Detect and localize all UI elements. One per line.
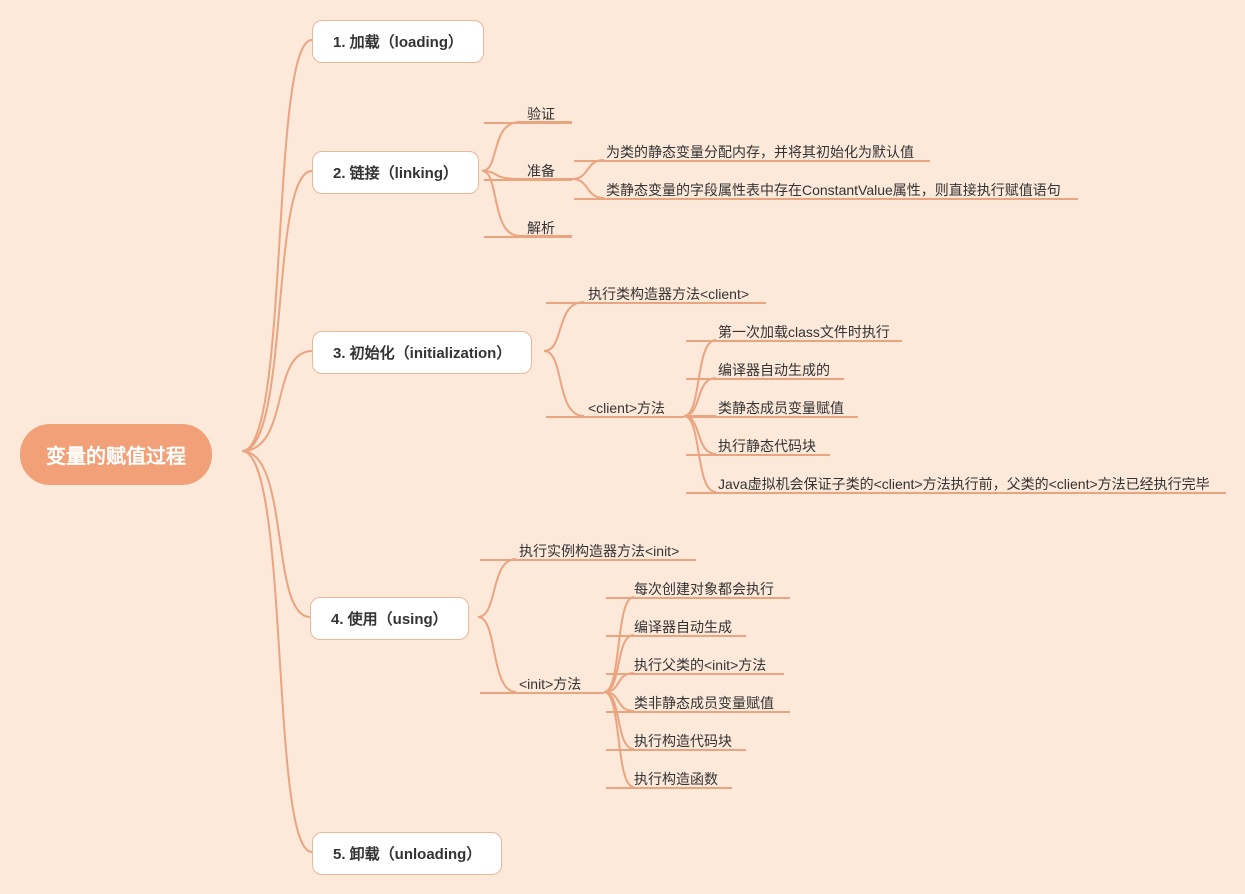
leaf-underline: [606, 749, 746, 751]
leaf-underline: [686, 416, 858, 418]
leaf-node[interactable]: 类静态成员变量赋值: [718, 398, 844, 422]
leaf-underline: [546, 302, 766, 304]
leaf-node[interactable]: 执行实例构造器方法<init>: [519, 541, 679, 565]
leaf-underline: [480, 692, 604, 694]
leaf-underline: [484, 179, 572, 181]
leaf-node[interactable]: 每次创建对象都会执行: [634, 579, 774, 603]
leaf-underline: [606, 711, 790, 713]
leaf-node[interactable]: 执行类构造器方法<client>: [588, 284, 749, 308]
branch-node[interactable]: 4. 使用（using）: [310, 597, 469, 640]
branch-node[interactable]: 1. 加载（loading）: [312, 20, 484, 63]
leaf-node[interactable]: 编译器自动生成: [634, 617, 732, 641]
leaf-node[interactable]: 第一次加载class文件时执行: [718, 322, 890, 346]
leaf-node[interactable]: Java虚拟机会保证子类的<client>方法执行前，父类的<client>方法…: [718, 474, 1210, 498]
leaf-underline: [686, 378, 844, 380]
leaf-underline: [574, 198, 1078, 200]
branch-node[interactable]: 3. 初始化（initialization）: [312, 331, 532, 374]
leaf-underline: [606, 635, 746, 637]
leaf-node[interactable]: 执行静态代码块: [718, 436, 816, 460]
leaf-underline: [484, 122, 572, 124]
leaf-underline: [686, 340, 902, 342]
leaf-node[interactable]: 为类的静态变量分配内存，并将其初始化为默认值: [606, 142, 914, 166]
leaf-underline: [480, 559, 696, 561]
leaf-underline: [606, 597, 790, 599]
leaf-node[interactable]: 编译器自动生成的: [718, 360, 830, 384]
leaf-underline: [686, 454, 830, 456]
leaf-node[interactable]: 类静态变量的字段属性表中存在ConstantValue属性，则直接执行赋值语句: [606, 180, 1061, 204]
leaf-underline: [606, 673, 784, 675]
leaf-node[interactable]: <init>方法: [519, 674, 581, 698]
leaf-underline: [546, 416, 684, 418]
branch-node[interactable]: 5. 卸载（unloading）: [312, 832, 502, 875]
leaf-underline: [606, 787, 732, 789]
leaf-underline: [574, 160, 930, 162]
leaf-node[interactable]: 验证: [527, 104, 555, 128]
leaf-node[interactable]: 类非静态成员变量赋值: [634, 693, 774, 717]
leaf-underline: [686, 492, 1226, 494]
leaf-node[interactable]: 执行构造函数: [634, 769, 718, 793]
leaf-node[interactable]: 执行父类的<init>方法: [634, 655, 766, 679]
root-node[interactable]: 变量的赋值过程: [20, 424, 212, 485]
branch-node[interactable]: 2. 链接（linking）: [312, 151, 479, 194]
leaf-node[interactable]: 执行构造代码块: [634, 731, 732, 755]
leaf-node[interactable]: 准备: [527, 161, 555, 185]
leaf-node[interactable]: 解析: [527, 218, 555, 242]
leaf-underline: [484, 236, 572, 238]
leaf-node[interactable]: <client>方法: [588, 398, 665, 422]
